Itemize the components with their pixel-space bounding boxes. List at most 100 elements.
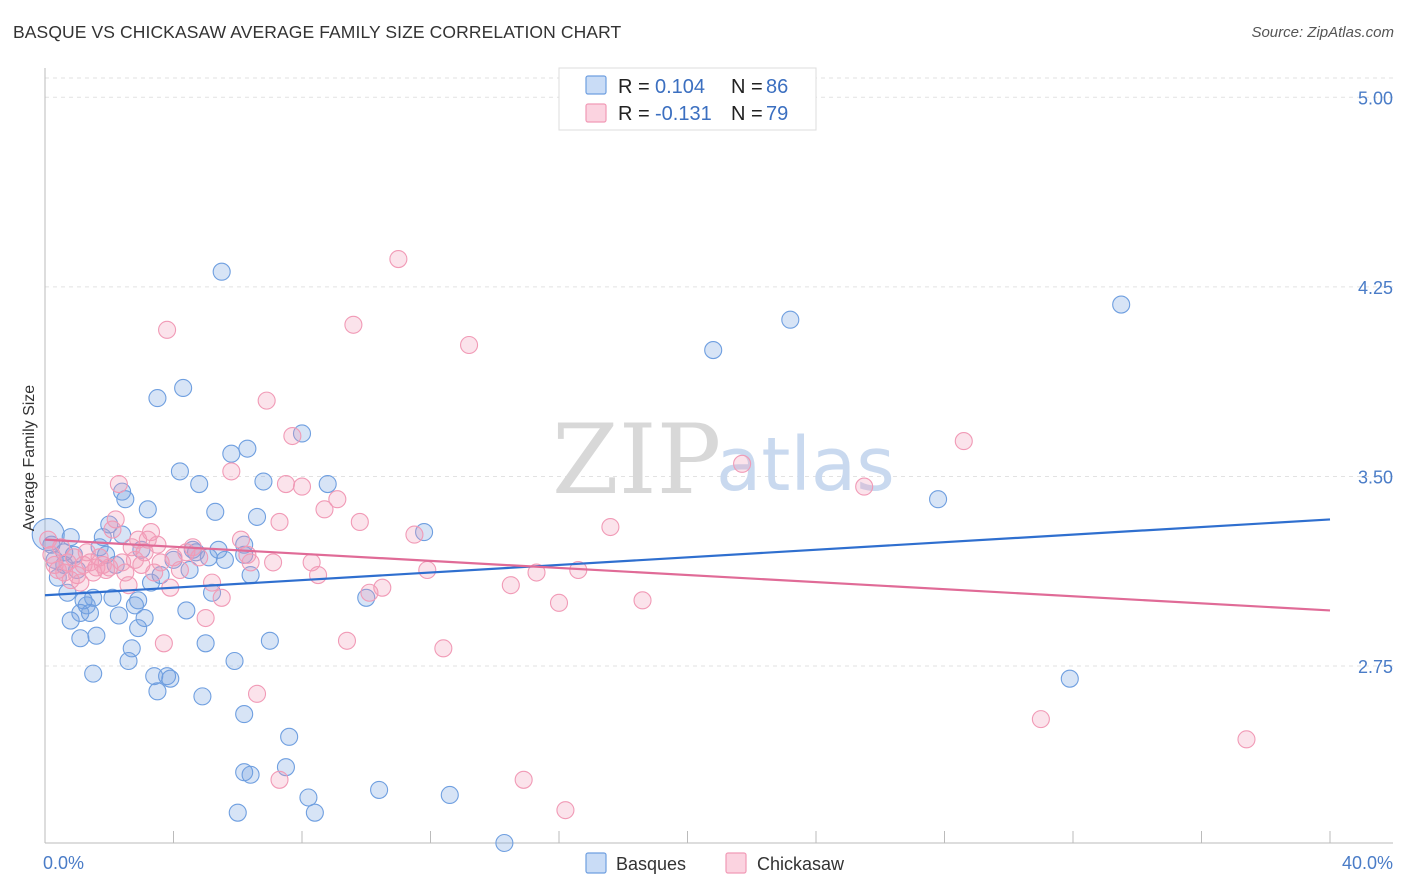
basques-point bbox=[141, 573, 161, 592]
basques-point bbox=[135, 608, 154, 628]
chickasaw-point bbox=[222, 462, 241, 481]
y-tick-labels: 2.75 3.50 4.25 5.00 bbox=[1358, 88, 1393, 677]
y-axis-label: Average Family Size bbox=[21, 385, 38, 532]
watermark-zip: ZIP bbox=[552, 404, 721, 516]
chickasaw-point bbox=[350, 512, 369, 532]
chickasaw-point bbox=[145, 563, 164, 582]
basques-point bbox=[299, 788, 318, 807]
basques-point bbox=[170, 462, 189, 481]
chickasaw-point bbox=[103, 520, 122, 539]
basques-point bbox=[215, 550, 234, 569]
basques-point bbox=[193, 687, 212, 706]
basques-point bbox=[148, 389, 167, 408]
basques-point bbox=[138, 500, 157, 519]
chickasaw-trend-line bbox=[44, 538, 1331, 612]
basques-point bbox=[196, 634, 215, 653]
basques-point bbox=[206, 502, 225, 521]
basques-point bbox=[203, 583, 222, 602]
x-tick-label: 0.0% bbox=[43, 853, 84, 873]
basques-point bbox=[129, 591, 148, 610]
legend-n-value: 86 bbox=[766, 76, 788, 98]
basques-point bbox=[929, 490, 948, 509]
chickasaw-point bbox=[276, 474, 295, 494]
chickasaw-point bbox=[170, 560, 189, 580]
chickasaw-point bbox=[328, 490, 347, 509]
axes bbox=[44, 68, 1393, 844]
chickasaw-point bbox=[389, 250, 408, 269]
chickasaw-point bbox=[527, 563, 546, 582]
chickasaw-point bbox=[190, 548, 209, 567]
basques-trend-line bbox=[44, 518, 1331, 597]
chickasaw-point bbox=[106, 510, 125, 529]
chickasaw-point bbox=[459, 335, 479, 355]
trend-lines bbox=[44, 518, 1331, 612]
x-tick-labels: 0.0% 40.0% bbox=[43, 853, 1393, 873]
chickasaw-point bbox=[71, 573, 90, 592]
chickasaw-point bbox=[601, 517, 620, 537]
watermark: ZIP atlas bbox=[552, 404, 895, 516]
y-tick-label: 5.00 bbox=[1358, 88, 1393, 108]
basques-point bbox=[177, 601, 196, 620]
chickasaw-point bbox=[96, 560, 116, 580]
basques-point bbox=[704, 341, 723, 360]
legend-swatch-chickasaw bbox=[585, 103, 607, 123]
legend-r-label: R = bbox=[618, 103, 650, 125]
legend-n-value: 79 bbox=[766, 103, 788, 125]
basques-point bbox=[190, 474, 209, 494]
data-points bbox=[31, 250, 1256, 853]
basques-point bbox=[225, 651, 244, 671]
basques-point bbox=[116, 490, 135, 509]
basques-point bbox=[781, 310, 800, 329]
chickasaw-point bbox=[501, 576, 520, 595]
basques-point bbox=[222, 444, 241, 463]
chickasaw-point bbox=[418, 560, 437, 580]
basques-point bbox=[318, 474, 337, 494]
chickasaw-point bbox=[556, 801, 575, 820]
chickasaw-point bbox=[549, 593, 569, 612]
basques-point bbox=[87, 626, 106, 645]
chickasaw-point bbox=[309, 565, 328, 585]
chickasaw-point bbox=[315, 500, 334, 519]
basques-point bbox=[161, 669, 180, 688]
chickasaw-point bbox=[733, 454, 752, 473]
basques-point bbox=[180, 560, 199, 580]
basques-point bbox=[1112, 295, 1131, 314]
basques-point bbox=[61, 611, 80, 630]
legend-bottom-label-basques: Basques bbox=[616, 854, 686, 874]
chickasaw-point bbox=[633, 591, 652, 610]
legend-swatch-basques bbox=[585, 75, 607, 95]
y-tick-label: 4.25 bbox=[1358, 278, 1393, 298]
basques-point bbox=[440, 785, 459, 805]
legend-r-value: 0.104 bbox=[655, 76, 705, 98]
watermark-atlas: atlas bbox=[716, 422, 895, 508]
basques-point bbox=[235, 763, 254, 782]
chickasaw-point bbox=[241, 553, 260, 572]
legend-top: R = 0.104 N = 86 R = -0.131 N = 79 bbox=[558, 67, 817, 131]
basques-point bbox=[148, 682, 167, 701]
chickasaw-point bbox=[1237, 730, 1256, 749]
legend-r-label: R = bbox=[618, 76, 650, 98]
basques-point bbox=[357, 588, 376, 607]
chickasaw-point bbox=[405, 525, 424, 544]
chickasaw-point bbox=[337, 631, 357, 650]
legend-r-value: -0.131 bbox=[655, 103, 712, 125]
chickasaw-point bbox=[270, 512, 289, 532]
basques-point bbox=[158, 667, 177, 686]
basques-point bbox=[228, 803, 247, 822]
basques-point bbox=[212, 262, 231, 281]
basques-point bbox=[254, 472, 273, 491]
basques-point bbox=[247, 507, 267, 526]
chickasaw-point bbox=[954, 432, 973, 451]
legend-bottom-swatch-chickasaw bbox=[725, 852, 747, 874]
basques-point bbox=[260, 631, 279, 650]
legend-n-label: N = bbox=[731, 76, 763, 98]
basques-point bbox=[305, 803, 324, 822]
chart-title: BASQUE VS CHICKASAW AVERAGE FAMILY SIZE … bbox=[13, 22, 622, 42]
legend-n-label: N = bbox=[731, 103, 763, 125]
chickasaw-point bbox=[231, 530, 251, 549]
chickasaw-point bbox=[855, 477, 874, 496]
basques-point bbox=[84, 664, 103, 683]
basques-point bbox=[370, 780, 389, 799]
basques-point bbox=[125, 596, 144, 615]
chickasaw-point bbox=[283, 426, 302, 446]
